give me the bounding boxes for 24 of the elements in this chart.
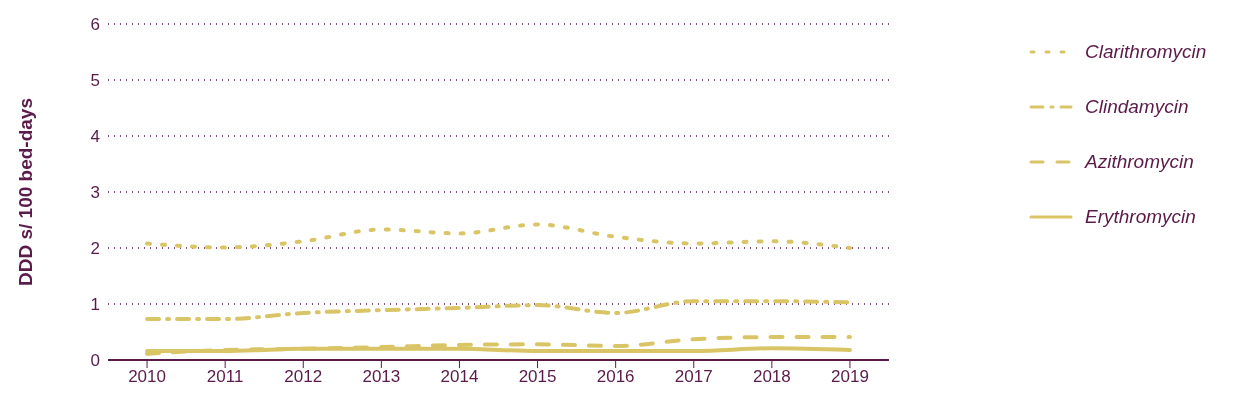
x-tick-label: 2013 bbox=[362, 367, 401, 387]
x-tick-label: 2018 bbox=[752, 367, 791, 387]
y-tick-label: 3 bbox=[90, 183, 100, 203]
y-tick-label: 5 bbox=[90, 71, 100, 91]
x-tick-label: 2019 bbox=[831, 367, 869, 387]
y-tick-label: 6 bbox=[90, 15, 100, 35]
y-tick-label: 1 bbox=[90, 295, 100, 315]
legend-label: Clarithromycin bbox=[1085, 40, 1207, 63]
y-axis-title: DDD s/ 100 bed-days bbox=[14, 98, 36, 286]
x-tick-label: 2012 bbox=[284, 367, 323, 387]
y-tick-label: 0 bbox=[90, 351, 100, 371]
line-series bbox=[145, 222, 852, 250]
y-tick-label: 4 bbox=[90, 127, 100, 147]
legend-label: Clindamycin bbox=[1085, 95, 1189, 118]
x-tick-label: 2016 bbox=[596, 367, 635, 387]
x-tick-label: 2014 bbox=[440, 367, 479, 387]
x-tick-label: 2010 bbox=[128, 367, 166, 387]
legend-label: Erythromycin bbox=[1085, 205, 1196, 228]
y-tick-label: 2 bbox=[90, 239, 100, 259]
x-tick-label: 2017 bbox=[674, 367, 713, 387]
legend-label: Azithromycin bbox=[1085, 150, 1194, 173]
x-tick-label: 2015 bbox=[518, 367, 557, 387]
line-series bbox=[145, 299, 852, 322]
x-tick-label: 2011 bbox=[206, 367, 244, 387]
